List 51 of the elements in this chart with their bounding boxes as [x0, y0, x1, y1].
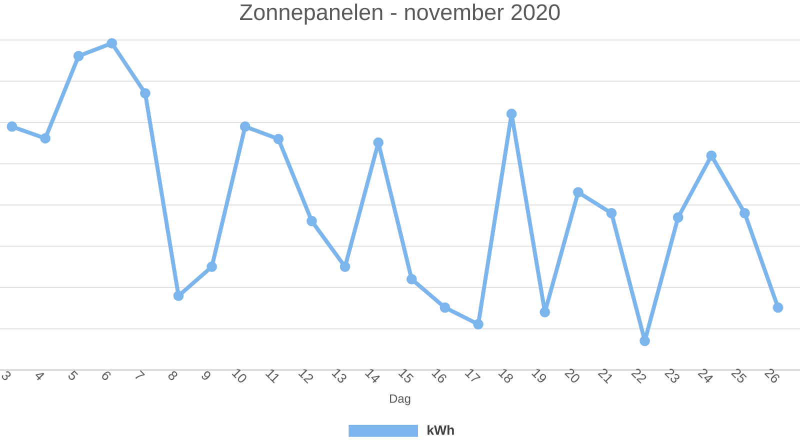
text: kWh	[428, 425, 454, 435]
point	[672, 212, 684, 223]
x-tick-label: 18	[498, 369, 513, 383]
point	[173, 290, 184, 302]
x-tick-label: 13	[332, 369, 346, 383]
point	[206, 262, 218, 272]
point	[473, 319, 484, 330]
point	[140, 88, 150, 98]
chart-title: Zonnepanelen - november 2020	[240, 4, 560, 25]
x-tick-label: 8	[168, 371, 178, 380]
x-tick-label: 6	[102, 372, 111, 380]
point	[572, 187, 584, 198]
x-tick-label: 16	[432, 369, 446, 383]
x-tick-label: 17	[464, 369, 481, 382]
x-tick-label: 7	[135, 370, 145, 379]
point	[106, 38, 118, 48]
point	[273, 134, 284, 144]
x-axis-title: Dag	[390, 394, 410, 406]
x-tick-label: 24	[698, 368, 713, 383]
x-tick-label: 23	[664, 368, 680, 383]
x-tick-label: 15	[398, 369, 414, 383]
x-tick-label: 10	[232, 369, 246, 382]
point	[606, 208, 617, 218]
point	[506, 108, 517, 120]
point	[340, 262, 350, 272]
point	[640, 336, 650, 346]
point	[406, 274, 417, 284]
x-tick-label: 12	[298, 369, 314, 384]
x-tick-label: 3	[2, 371, 11, 380]
x-tick-label: 21	[598, 368, 612, 384]
point	[740, 208, 750, 218]
x-tick-label: 20	[564, 368, 580, 382]
point	[706, 150, 717, 161]
point	[73, 50, 84, 62]
x-tick-label: 11	[265, 369, 279, 384]
point	[373, 137, 384, 148]
x-tick-label: 4	[35, 373, 44, 380]
x-tick-label: 25	[731, 368, 747, 383]
x-tick-label: 26	[764, 368, 780, 383]
point	[40, 133, 50, 144]
x-tick-label: 14	[364, 369, 380, 383]
point	[306, 216, 317, 226]
x-tick-label: 22	[631, 368, 646, 384]
point	[540, 306, 550, 318]
point	[6, 121, 18, 132]
x-tick-label: 5	[68, 370, 78, 380]
point	[772, 302, 784, 313]
point	[240, 121, 250, 132]
point	[440, 302, 450, 313]
x-tick-label: 19	[532, 369, 546, 382]
x-tick-label: 9	[202, 371, 210, 380]
